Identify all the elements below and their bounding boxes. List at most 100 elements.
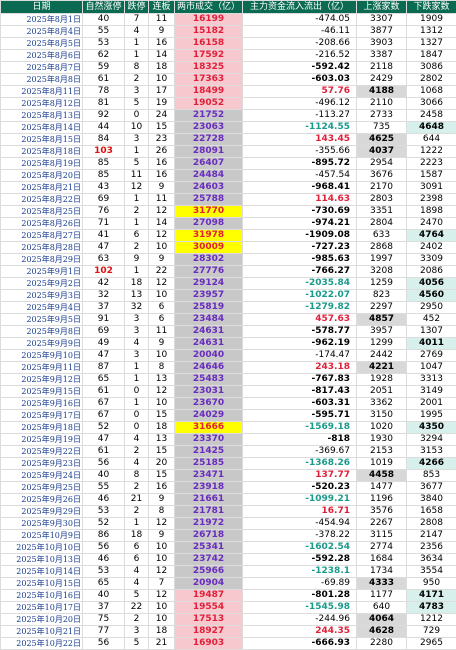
cell-date: 2025年9月16日 [1, 398, 83, 410]
cell-limit-up: 92 [83, 110, 125, 122]
cell-consecutive: 22 [149, 266, 175, 278]
cell-limit-down: 0 [125, 422, 149, 434]
cell-limit-down: 11 [125, 170, 149, 182]
cell-main-flow: -595.71 [243, 410, 357, 422]
cell-date: 2025年10月22日 [1, 638, 83, 650]
cell-decliners: 3066 [407, 98, 456, 110]
cell-turnover: 28302 [175, 254, 243, 266]
cell-limit-down: 3 [125, 86, 149, 98]
cell-limit-down: 8 [125, 62, 149, 74]
cell-limit-down: 22 [125, 602, 149, 614]
cell-main-flow: -962.19 [243, 338, 357, 350]
cell-consecutive: 6 [149, 314, 175, 326]
cell-main-flow: -968.41 [243, 182, 357, 194]
cell-decliners: 2398 [407, 194, 456, 206]
cell-advancers: 1259 [357, 278, 407, 290]
cell-turnover: 25341 [175, 542, 243, 554]
cell-limit-down: 2 [125, 206, 149, 218]
cell-limit-up: 40 [83, 590, 125, 602]
cell-date: 2025年8月22日 [1, 194, 83, 206]
cell-decliners: 1909 [407, 14, 456, 26]
cell-turnover: 18325 [175, 62, 243, 74]
cell-decliners: 2356 [407, 542, 456, 554]
cell-consecutive: 9 [149, 530, 175, 542]
cell-limit-up: 53 [83, 566, 125, 578]
col-header-decliners: 下跌家数 [407, 1, 456, 14]
cell-limit-down: 6 [125, 230, 149, 242]
cell-limit-up: 59 [83, 62, 125, 74]
cell-date: 2025年9月2日 [1, 278, 83, 290]
cell-consecutive: 13 [149, 434, 175, 446]
cell-decliners: 3149 [407, 386, 456, 398]
cell-turnover: 27098 [175, 218, 243, 230]
cell-turnover: 24029 [175, 410, 243, 422]
cell-turnover: 19554 [175, 602, 243, 614]
cell-turnover: 25185 [175, 458, 243, 470]
cell-consecutive: 10 [149, 350, 175, 362]
cell-decliners: 1995 [407, 410, 456, 422]
cell-limit-up: 67 [83, 398, 125, 410]
cell-main-flow: 137.77 [243, 470, 357, 482]
cell-consecutive: 8 [149, 362, 175, 374]
cell-decliners: 2769 [407, 350, 456, 362]
cell-advancers: 1477 [357, 482, 407, 494]
cell-advancers: 1684 [357, 554, 407, 566]
cell-turnover: 20904 [175, 578, 243, 590]
cell-decliners: 729 [407, 626, 456, 638]
cell-limit-down: 18 [125, 278, 149, 290]
cell-advancers: 1299 [357, 338, 407, 350]
cell-main-flow: -46.11 [243, 26, 357, 38]
cell-main-flow: -1909.08 [243, 230, 357, 242]
cell-consecutive: 11 [149, 14, 175, 26]
cell-advancers: 2954 [357, 158, 407, 170]
cell-decliners: 1047 [407, 362, 456, 374]
cell-date: 2025年9月12日 [1, 374, 83, 386]
cell-limit-down: 12 [125, 182, 149, 194]
cell-main-flow: -985.63 [243, 254, 357, 266]
cell-limit-down: 2 [125, 74, 149, 86]
cell-limit-down: 1 [125, 38, 149, 50]
cell-date: 2025年9月5日 [1, 314, 83, 326]
cell-decliners: 452 [407, 314, 456, 326]
cell-decliners: 1327 [407, 38, 456, 50]
cell-consecutive: 18 [149, 62, 175, 74]
cell-consecutive: 8 [149, 506, 175, 518]
cell-main-flow: -817.43 [243, 386, 357, 398]
cell-limit-up: 55 [83, 26, 125, 38]
cell-consecutive: 15 [149, 470, 175, 482]
cell-turnover: 24646 [175, 362, 243, 374]
cell-advancers: 3307 [357, 14, 407, 26]
cell-main-flow: -355.66 [243, 146, 357, 158]
cell-advancers: 1196 [357, 494, 407, 506]
cell-turnover: 21661 [175, 494, 243, 506]
cell-date: 2025年9月19日 [1, 434, 83, 446]
cell-advancers: 4857 [357, 314, 407, 326]
cell-consecutive: 12 [149, 590, 175, 602]
cell-limit-up: 44 [83, 122, 125, 134]
cell-turnover: 21425 [175, 446, 243, 458]
cell-date: 2025年8月14日 [1, 122, 83, 134]
cell-date: 2025年10月10日 [1, 542, 83, 554]
cell-limit-down: 3 [125, 626, 149, 638]
cell-consecutive: 7 [149, 578, 175, 590]
col-header-limit-down: 跌停 [125, 1, 149, 14]
cell-date: 2025年8月12日 [1, 98, 83, 110]
cell-decliners: 4266 [407, 458, 456, 470]
cell-limit-down: 1 [125, 194, 149, 206]
cell-turnover: 23471 [175, 470, 243, 482]
cell-consecutive: 23 [149, 134, 175, 146]
cell-consecutive: 15 [149, 410, 175, 422]
cell-decliners: 4056 [407, 278, 456, 290]
